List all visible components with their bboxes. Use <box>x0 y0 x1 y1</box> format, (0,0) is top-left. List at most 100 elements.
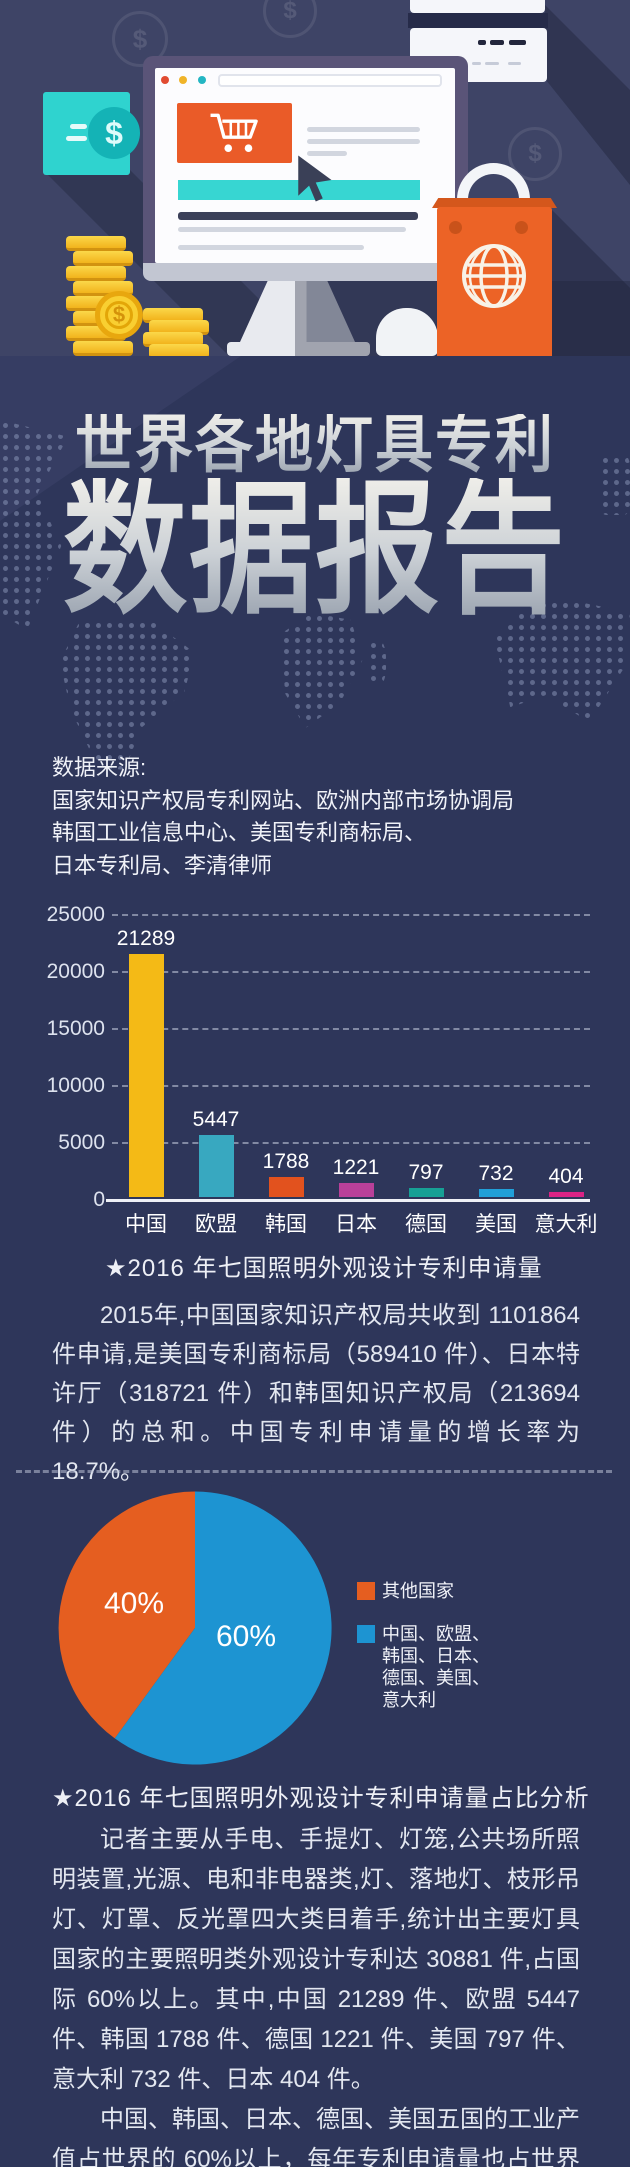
dollar-glyph: $ <box>105 114 123 151</box>
pie-legend: 其他国家中国、欧盟、韩国、日本、德国、美国、意大利 <box>357 1580 507 1711</box>
text-line <box>307 151 347 156</box>
text-line <box>178 227 406 232</box>
text-line <box>307 127 420 132</box>
x-category-label: 德国 <box>405 1213 447 1236</box>
y-tick-label: 5000 <box>58 1131 105 1154</box>
bar-美国 <box>478 1189 514 1197</box>
gridline <box>112 1142 590 1144</box>
dashed-divider <box>16 1470 612 1473</box>
x-category-label: 美国 <box>475 1213 517 1236</box>
shopping-bag-icon <box>437 207 552 356</box>
paragraph-text: 2015年,中国国家知识产权局共收到 1101864 件申请,是美国专利商标局（… <box>52 1302 580 1485</box>
coin-stack-row <box>66 266 126 281</box>
bar-日本 <box>338 1183 374 1197</box>
banknote-speedline <box>70 124 87 129</box>
legend-swatch-icon <box>357 1625 375 1643</box>
credit-card <box>410 0 545 13</box>
data-source-heading: 数据来源: <box>52 755 147 780</box>
dollar-coin-outline-icon: $ <box>508 127 562 181</box>
world-map-dots <box>600 455 630 515</box>
bar-chart: 0 5000 10000 15000 20000 25000 21289 中国 5447 欧盟 17… <box>47 903 598 1236</box>
world-map-dots <box>60 620 195 770</box>
gridline <box>112 1028 590 1030</box>
card-line <box>508 62 521 65</box>
gridline <box>112 1085 590 1087</box>
legend-item: 其他国家 <box>357 1580 507 1602</box>
banknote-icon: $ <box>43 92 140 175</box>
paragraph-analysis-block: 记者主要从手电、手提灯、灯笼,公共场所照明装置,光源、电和非电器类,灯、落地灯、… <box>52 1820 580 2167</box>
coin-stack-row <box>149 344 209 356</box>
pie-slice-1 <box>114 1491 332 1765</box>
cart-banner <box>177 103 292 163</box>
pie-slice-0 <box>58 1491 196 1739</box>
banknote-speedline <box>66 136 87 141</box>
monitor-stand-base <box>227 342 370 356</box>
data-source-block: 数据来源: 国家知识产权局专利网站、欧洲内部市场协调局 韩国工业信息中心、美国专… <box>52 752 514 882</box>
dollar-coin-outline-icon: $ <box>112 11 168 67</box>
computer-mouse-icon <box>376 308 438 356</box>
dollar-coin-outline-icon: $ <box>263 0 317 38</box>
card-number-dash <box>490 40 504 45</box>
gridline <box>112 914 590 916</box>
globe-icon <box>462 244 526 308</box>
bar-value-label: 21289 <box>116 927 176 950</box>
pie-chart-caption: ★2016 年七国照明外观设计专利申请量占比分析 <box>52 1785 590 1812</box>
bag-handle-hole <box>515 221 528 234</box>
data-source-line: 韩国工业信息中心、美国专利商标局、 <box>52 820 427 845</box>
paragraph-text: 中国、韩国、日本、德国、美国五国的工业产值占世界的 60%以上，每年专利申请量也… <box>52 2106 580 2167</box>
browser-dot-yellow-icon <box>179 76 187 84</box>
legend-swatch-icon <box>357 1582 375 1600</box>
paragraph-2015-stats: 2015年,中国国家知识产权局共收到 1101864 件申请,是美国专利商标局（… <box>52 1296 580 1491</box>
dollar-glyph: $ <box>105 301 133 329</box>
bag-flap <box>432 198 557 208</box>
monitor-chin <box>143 263 468 281</box>
mouse-pointer-icon <box>293 150 335 210</box>
dollar-glyph: $ <box>132 23 148 54</box>
y-tick-label: 20000 <box>46 960 105 983</box>
card-number-dash <box>509 40 526 45</box>
bar-欧盟 <box>198 1135 234 1197</box>
bag-handle-hole <box>449 221 462 234</box>
bar-chart-caption: ★2016 年七国照明外观设计专利申请量 <box>105 1255 543 1282</box>
pie-svg <box>58 1491 332 1765</box>
pie-slice-label-seven: 60% <box>215 1620 277 1653</box>
legend-label: 其他国家 <box>382 1581 454 1601</box>
bar-意大利 <box>548 1192 584 1197</box>
report-title-line2: 数据报告 <box>0 478 630 623</box>
text-line <box>307 139 420 144</box>
card-number-dash <box>478 40 486 45</box>
y-tick-label: 0 <box>93 1188 105 1211</box>
legend-item: 中国、欧盟、韩国、日本、德国、美国、意大利 <box>357 1623 507 1711</box>
dark-divider-bar <box>178 212 418 220</box>
browser-screen <box>155 68 455 263</box>
x-axis-line <box>106 1199 590 1202</box>
coin-stack-row <box>66 236 126 251</box>
bar-value-label: 5447 <box>192 1108 240 1131</box>
data-source-line: 国家知识产权局专利网站、欧洲内部市场协调局 <box>52 787 515 813</box>
dollar-coin-icon: $ <box>95 291 143 339</box>
hero-illustration: $ $ $ $ <box>0 0 630 356</box>
bar-value-label: 1221 <box>332 1156 380 1179</box>
card-line <box>472 62 481 65</box>
bar-value-label: 1788 <box>262 1150 310 1173</box>
pie-chart: 40% 60% <box>58 1491 332 1765</box>
address-bar <box>218 74 442 87</box>
data-source-line: 日本专利局、李清律师 <box>52 852 273 878</box>
bar-韩国 <box>268 1177 304 1197</box>
x-category-label: 意大利 <box>534 1213 598 1236</box>
browser-dot-teal-icon <box>198 76 206 84</box>
shopping-cart-icon <box>210 113 258 152</box>
y-tick-label: 15000 <box>46 1017 105 1040</box>
bar-value-label: 732 <box>478 1162 514 1185</box>
y-tick-label: 10000 <box>46 1074 105 1097</box>
dollar-glyph: $ <box>283 0 297 24</box>
y-tick-label: 25000 <box>46 903 105 926</box>
report-title-line1: 世界各地灯具专利 <box>0 413 630 477</box>
bar-德国 <box>408 1188 444 1197</box>
legend-label: 中国、欧盟、韩国、日本、德国、美国、意大利 <box>382 1624 490 1710</box>
coin-stack-row <box>73 251 133 266</box>
bar-value-label: 404 <box>548 1165 584 1188</box>
dollar-circle-icon: $ <box>88 107 140 159</box>
paragraph-text: 记者主要从手电、手提灯、灯笼,公共场所照明装置,光源、电和非电器类,灯、落地灯、… <box>52 1826 580 2093</box>
